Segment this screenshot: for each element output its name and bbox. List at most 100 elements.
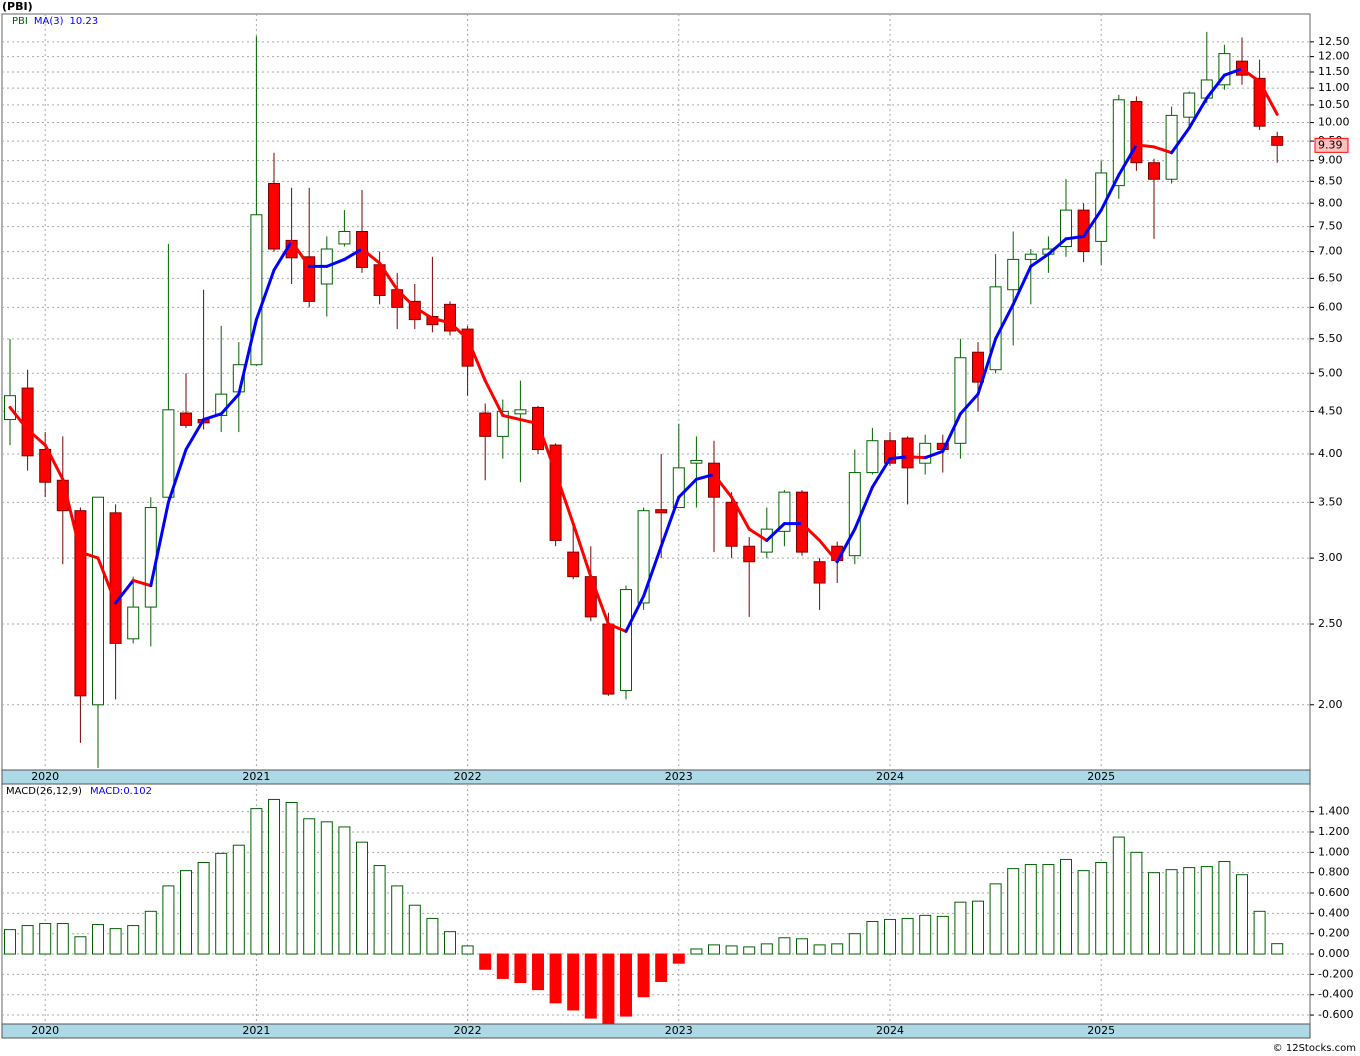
y-tick-label: 10.50 (1318, 98, 1350, 111)
macd-bar (180, 870, 192, 955)
y-tick-label: 4.00 (1318, 447, 1343, 460)
time-band (1, 1023, 1311, 1039)
candle-body (919, 442, 932, 464)
legend: PBI MA(3) 10.23 (12, 16, 98, 27)
candle-body (972, 351, 984, 383)
y-tick-label: 8.50 (1318, 174, 1343, 187)
last-price-label: 9.39 (1318, 138, 1343, 151)
x-tick-label: 2023 (665, 1024, 693, 1037)
x-tick-label: 2022 (454, 770, 482, 783)
macd-bar (866, 920, 879, 955)
macd-bar (39, 923, 52, 955)
legend: MACD(26,12,9) MACD:0.102 (6, 786, 152, 797)
macd-bar (936, 915, 949, 955)
ma-line-segment (1240, 67, 1262, 84)
ma-line-segment (923, 449, 945, 460)
macd-bar (356, 841, 368, 955)
x-tick-label: 2020 (31, 770, 59, 783)
macd-bar (813, 944, 826, 955)
macd-bar (884, 918, 896, 955)
ma-line-segment (1099, 173, 1121, 212)
ma-line-segment (536, 422, 558, 475)
candle-body (1148, 162, 1160, 180)
ma-line-segment (747, 527, 769, 542)
ma-line-segment (114, 578, 135, 605)
candle-body (901, 437, 914, 469)
macd-bar (144, 910, 157, 955)
candle-body (813, 561, 826, 584)
ma-line-segment (941, 412, 962, 453)
candle-body (39, 449, 52, 483)
ma-line-segment (290, 239, 311, 268)
y-tick-label: 10.00 (1318, 116, 1350, 129)
macd-bar (197, 862, 210, 955)
macd-bar (743, 946, 756, 955)
y-tick-label: 0.400 (1318, 906, 1350, 919)
ma-line-segment (501, 413, 522, 422)
y-tick-label: 8.00 (1318, 196, 1343, 209)
ma-line-segment (272, 239, 294, 272)
macd-bar (954, 901, 967, 955)
candle-body (584, 576, 597, 618)
macd-bar (303, 818, 316, 955)
y-tick-label: 2.00 (1318, 698, 1343, 711)
ma-line-segment (325, 257, 346, 268)
candle-body (866, 440, 879, 474)
legend-prefix: MACD: (90, 786, 123, 797)
ma-line-segment (624, 594, 646, 633)
x-tick-label: 2021 (242, 1024, 270, 1037)
macd-bar (444, 931, 456, 955)
candle-body (1060, 209, 1072, 247)
macd-bar (1218, 860, 1231, 955)
candle-body (778, 491, 791, 532)
legend-name: PBI (12, 16, 28, 27)
candle-body (602, 623, 615, 695)
ma-line-segment (1117, 143, 1138, 177)
y-tick-label: 1.400 (1318, 805, 1350, 818)
macd-bar (496, 953, 509, 979)
macd-bar (690, 948, 703, 955)
y-tick-label: 7.00 (1318, 245, 1343, 258)
macd-bar (708, 944, 720, 955)
ma-line-segment (1082, 208, 1103, 238)
macd-bar (268, 798, 280, 955)
candle-body (144, 507, 157, 608)
ma-line-segment (765, 522, 786, 542)
candle-body (250, 214, 263, 366)
candle-body (479, 412, 492, 437)
macd-bar (602, 953, 615, 1024)
ma-line-segment (360, 247, 382, 265)
ma-line-segment (8, 405, 30, 432)
candle-body (672, 467, 685, 509)
y-tick-label: 1.200 (1318, 825, 1350, 838)
macd-bar (1183, 867, 1196, 955)
x-tick-label: 2025 (1087, 770, 1115, 783)
macd-bar (972, 900, 984, 955)
ma-line-segment (835, 527, 857, 564)
macd-bar (1112, 836, 1125, 955)
y-tick-label: -0.600 (1318, 1008, 1353, 1021)
candle-body (1218, 53, 1231, 86)
macd-bar (74, 936, 87, 955)
ma-line-segment (96, 556, 118, 605)
ma-line-segment (1029, 252, 1050, 268)
y-tick-label: 6.50 (1318, 271, 1343, 284)
macd-bar (479, 953, 492, 970)
ma-line-segment (606, 622, 628, 633)
macd-bar (215, 852, 228, 955)
macd-bar (250, 808, 263, 955)
ma-line-segment (994, 302, 1015, 341)
macd-bar (109, 928, 122, 955)
ma-line-segment (254, 268, 276, 322)
macd-bar (532, 953, 544, 991)
y-tick-label: 12.50 (1318, 35, 1350, 48)
candle-body (268, 182, 280, 250)
ma-line-segment (518, 418, 540, 426)
ma-line-segment (219, 392, 241, 416)
ma-line-segment (166, 448, 188, 504)
candle-body (725, 501, 738, 547)
ma-line-segment (554, 471, 575, 526)
candle-body (1183, 92, 1196, 118)
legend-name: MACD(26,12,9) (6, 786, 82, 797)
plot-layer: 2.00 2.50 3.00 3.50 4.00 4.50 5.00 5.50 6.00 6.50… (2, 14, 1353, 1037)
